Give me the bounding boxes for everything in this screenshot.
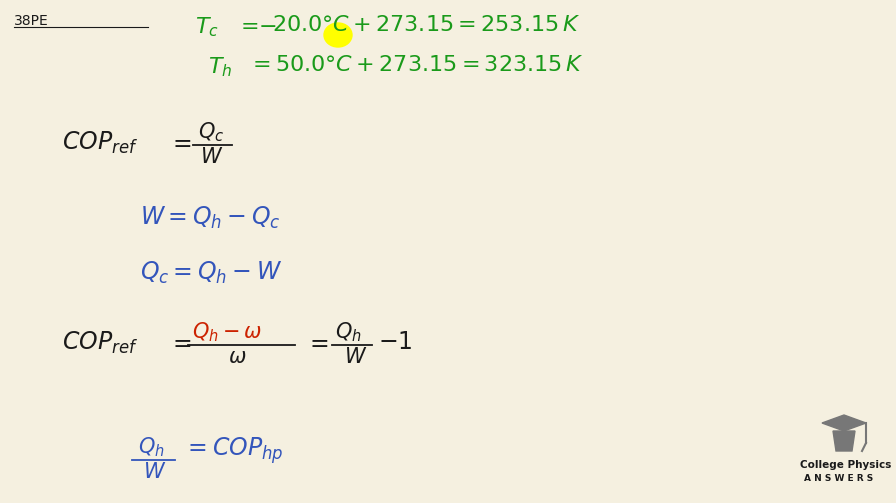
Text: $= 50.0°C + 273.15 = 323.15\,K$: $= 50.0°C + 273.15 = 323.15\,K$ xyxy=(248,55,583,75)
Text: $=$: $=$ xyxy=(168,130,192,154)
Text: $- 1$: $- 1$ xyxy=(378,330,412,354)
Text: $= COP_{hp}$: $= COP_{hp}$ xyxy=(183,435,283,466)
Text: $W = Q_h - Q_c$: $W = Q_h - Q_c$ xyxy=(140,205,280,231)
Ellipse shape xyxy=(324,23,352,47)
Text: $W$: $W$ xyxy=(344,347,367,367)
Text: A N S W E R S: A N S W E R S xyxy=(804,474,874,483)
Text: $Q_h - \omega$: $Q_h - \omega$ xyxy=(192,320,263,344)
Text: $=$: $=$ xyxy=(305,330,329,354)
Text: $=$: $=$ xyxy=(168,330,192,354)
Text: 38PE: 38PE xyxy=(14,14,48,28)
Polygon shape xyxy=(833,431,855,451)
Text: $20.0°C + 273.15 = 253.15\,K$: $20.0°C + 273.15 = 253.15\,K$ xyxy=(272,15,581,35)
Polygon shape xyxy=(822,415,866,431)
Text: $COP_{ref}$: $COP_{ref}$ xyxy=(62,330,138,356)
Text: $Q_c = Q_h - W$: $Q_c = Q_h - W$ xyxy=(140,260,282,286)
Text: $\omega$: $\omega$ xyxy=(228,347,246,367)
Text: College Physics: College Physics xyxy=(800,460,892,470)
Text: $Q_c$: $Q_c$ xyxy=(198,120,224,143)
Text: $COP_{ref}$: $COP_{ref}$ xyxy=(62,130,138,156)
Text: $T_h$: $T_h$ xyxy=(208,55,232,78)
Text: $=$: $=$ xyxy=(236,15,259,35)
Text: $Q_h$: $Q_h$ xyxy=(138,435,165,459)
Text: $T_c$: $T_c$ xyxy=(195,15,219,39)
Text: $W$: $W$ xyxy=(143,462,167,482)
Text: $-$: $-$ xyxy=(258,15,276,35)
Text: $Q_h$: $Q_h$ xyxy=(335,320,362,344)
Text: $W$: $W$ xyxy=(200,147,223,167)
